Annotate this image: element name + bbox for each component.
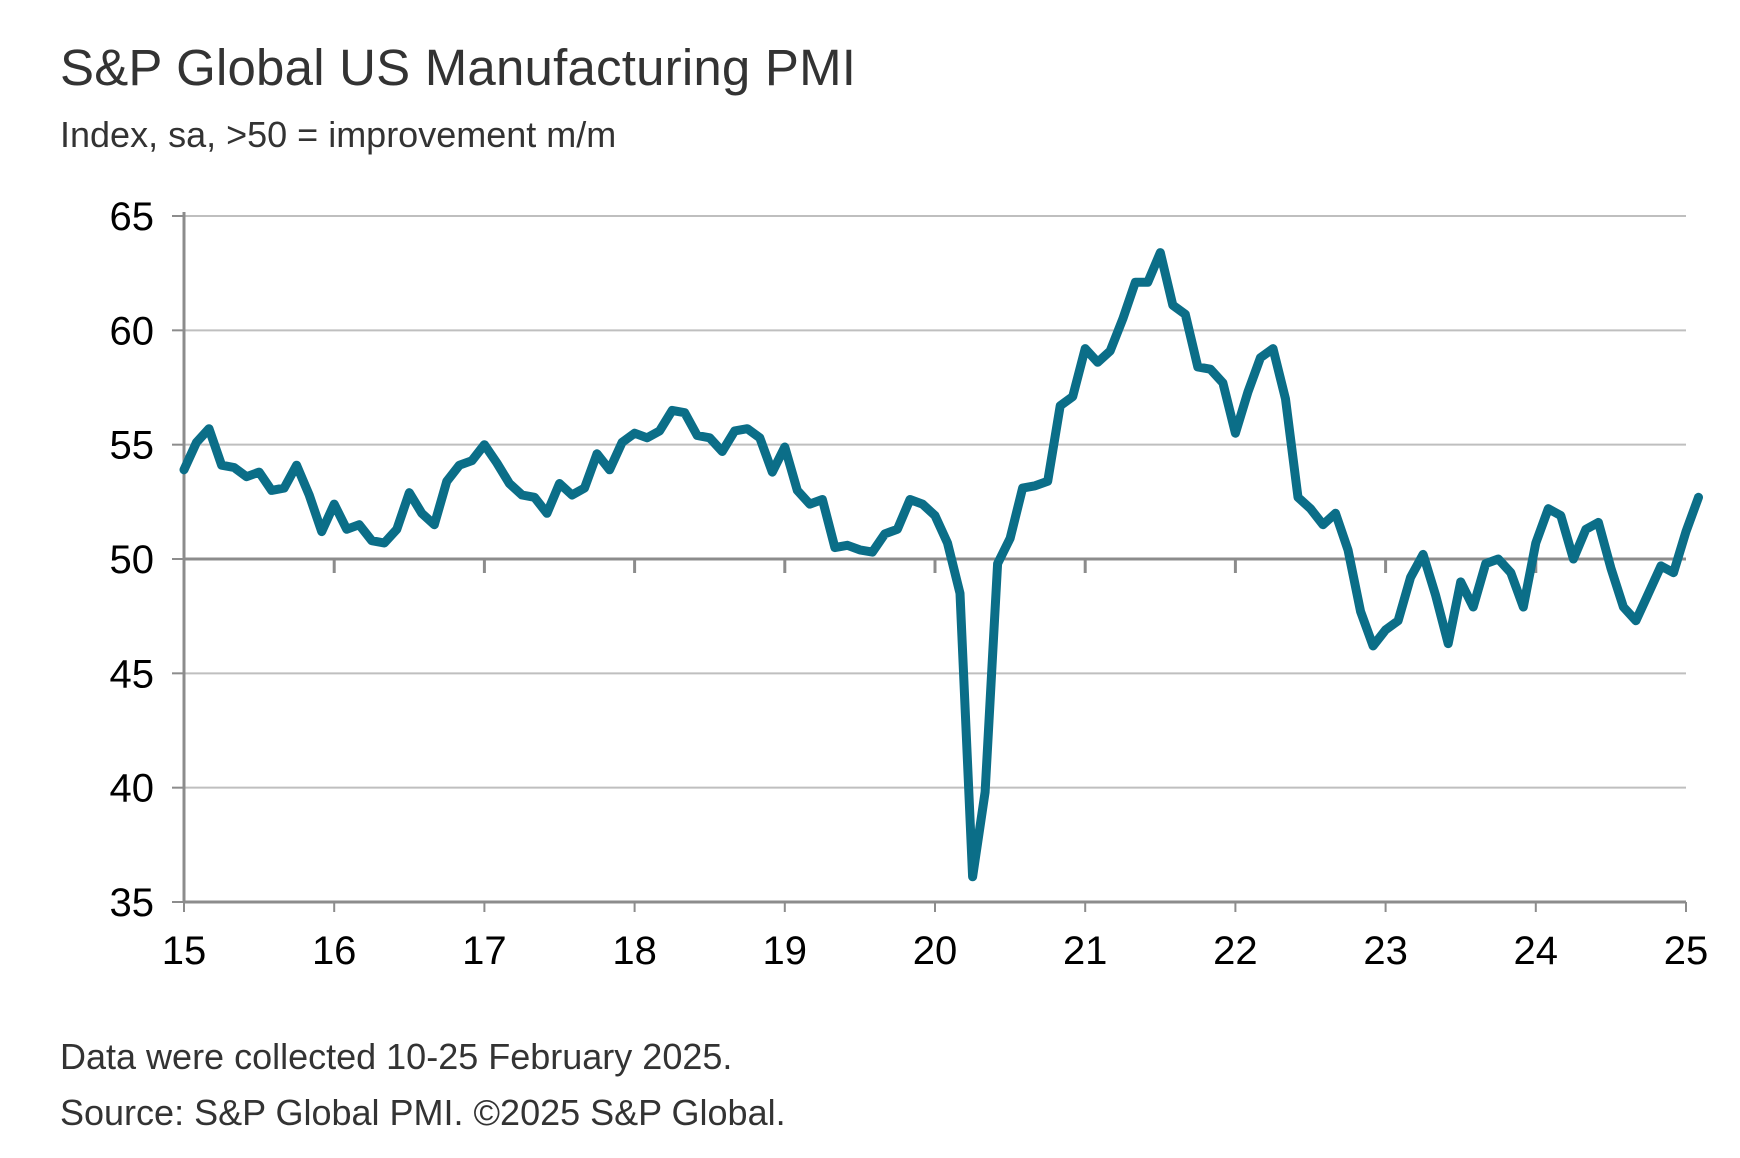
x-tick-label: 15 (162, 929, 207, 973)
y-tick-label: 40 (110, 767, 155, 811)
gridlines (184, 215, 1686, 789)
x-tick-label: 25 (1664, 929, 1709, 973)
x-axis-ticks: 15 16 17 18 19 20 21 22 23 24 25 (162, 559, 1709, 973)
y-tick-label: 65 (110, 195, 155, 239)
y-tick-label: 60 (110, 309, 155, 353)
x-tick-label: 24 (1514, 929, 1559, 973)
x-tick-label: 16 (312, 929, 357, 973)
y-tick-label: 35 (110, 881, 155, 925)
x-tick-label: 21 (1063, 929, 1108, 973)
x-tick-label: 20 (913, 929, 958, 973)
y-tick-label: 50 (110, 538, 155, 582)
y-axis-ticks: 65 60 55 50 45 40 35 (110, 195, 184, 925)
axes (182, 212, 1686, 904)
pmi-series-line (179, 248, 1703, 882)
x-tick-label: 17 (462, 929, 507, 973)
data-collection-note: Data were collected 10-25 February 2025. (60, 1036, 733, 1077)
x-tick-label: 22 (1213, 929, 1258, 973)
x-tick-label: 18 (612, 929, 657, 973)
source-note: Source: S&P Global PMI. ©2025 S&P Global… (60, 1092, 786, 1133)
x-tick-label: 19 (763, 929, 808, 973)
series (179, 248, 1703, 882)
y-tick-label: 55 (110, 424, 155, 468)
chart-title: S&P Global US Manufacturing PMI (60, 39, 857, 96)
chart-subtitle: Index, sa, >50 = improvement m/m (60, 114, 617, 155)
y-tick-label: 45 (110, 652, 155, 696)
x-tick-label: 23 (1363, 929, 1408, 973)
